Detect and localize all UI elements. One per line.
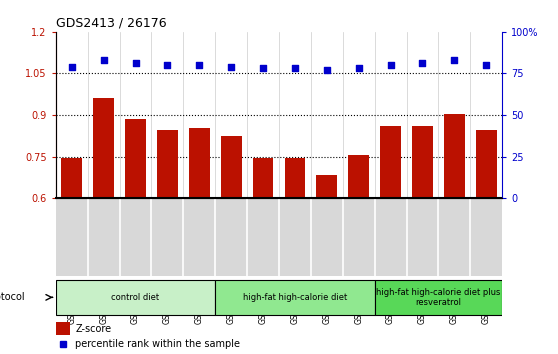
Point [323, 67, 331, 73]
Bar [61, 158, 82, 198]
Bar [56, 280, 215, 315]
Bar [125, 119, 146, 198]
Text: control diet: control diet [112, 293, 160, 302]
Bar [476, 130, 497, 198]
Bar [380, 126, 401, 198]
Bar [221, 136, 242, 198]
Bar [412, 126, 433, 198]
Bar [348, 155, 369, 198]
Point [450, 57, 459, 63]
Point [195, 62, 204, 68]
Point [131, 61, 140, 66]
Text: high-fat high-calorie diet plus
resveratrol: high-fat high-calorie diet plus resverat… [376, 288, 501, 307]
Bar [189, 127, 210, 198]
Point [163, 62, 172, 68]
Point [68, 64, 76, 70]
Bar [253, 158, 273, 198]
Text: percentile rank within the sample: percentile rank within the sample [75, 339, 240, 349]
Point [418, 61, 427, 66]
Bar [285, 158, 305, 198]
Bar [93, 98, 114, 198]
Bar [157, 130, 178, 198]
Point [258, 65, 267, 71]
Point [386, 62, 395, 68]
Point [482, 62, 490, 68]
Bar [444, 114, 465, 198]
Bar [316, 175, 337, 198]
Point [99, 57, 108, 63]
Point [291, 65, 300, 71]
Text: protocol: protocol [0, 292, 25, 302]
Text: high-fat high-calorie diet: high-fat high-calorie diet [243, 293, 347, 302]
Point [354, 65, 363, 71]
Text: Z-score: Z-score [75, 324, 112, 333]
Text: GDS2413 / 26176: GDS2413 / 26176 [56, 16, 166, 29]
Point [227, 64, 235, 70]
Bar [56, 322, 70, 335]
Bar [374, 280, 502, 315]
Bar [215, 280, 374, 315]
